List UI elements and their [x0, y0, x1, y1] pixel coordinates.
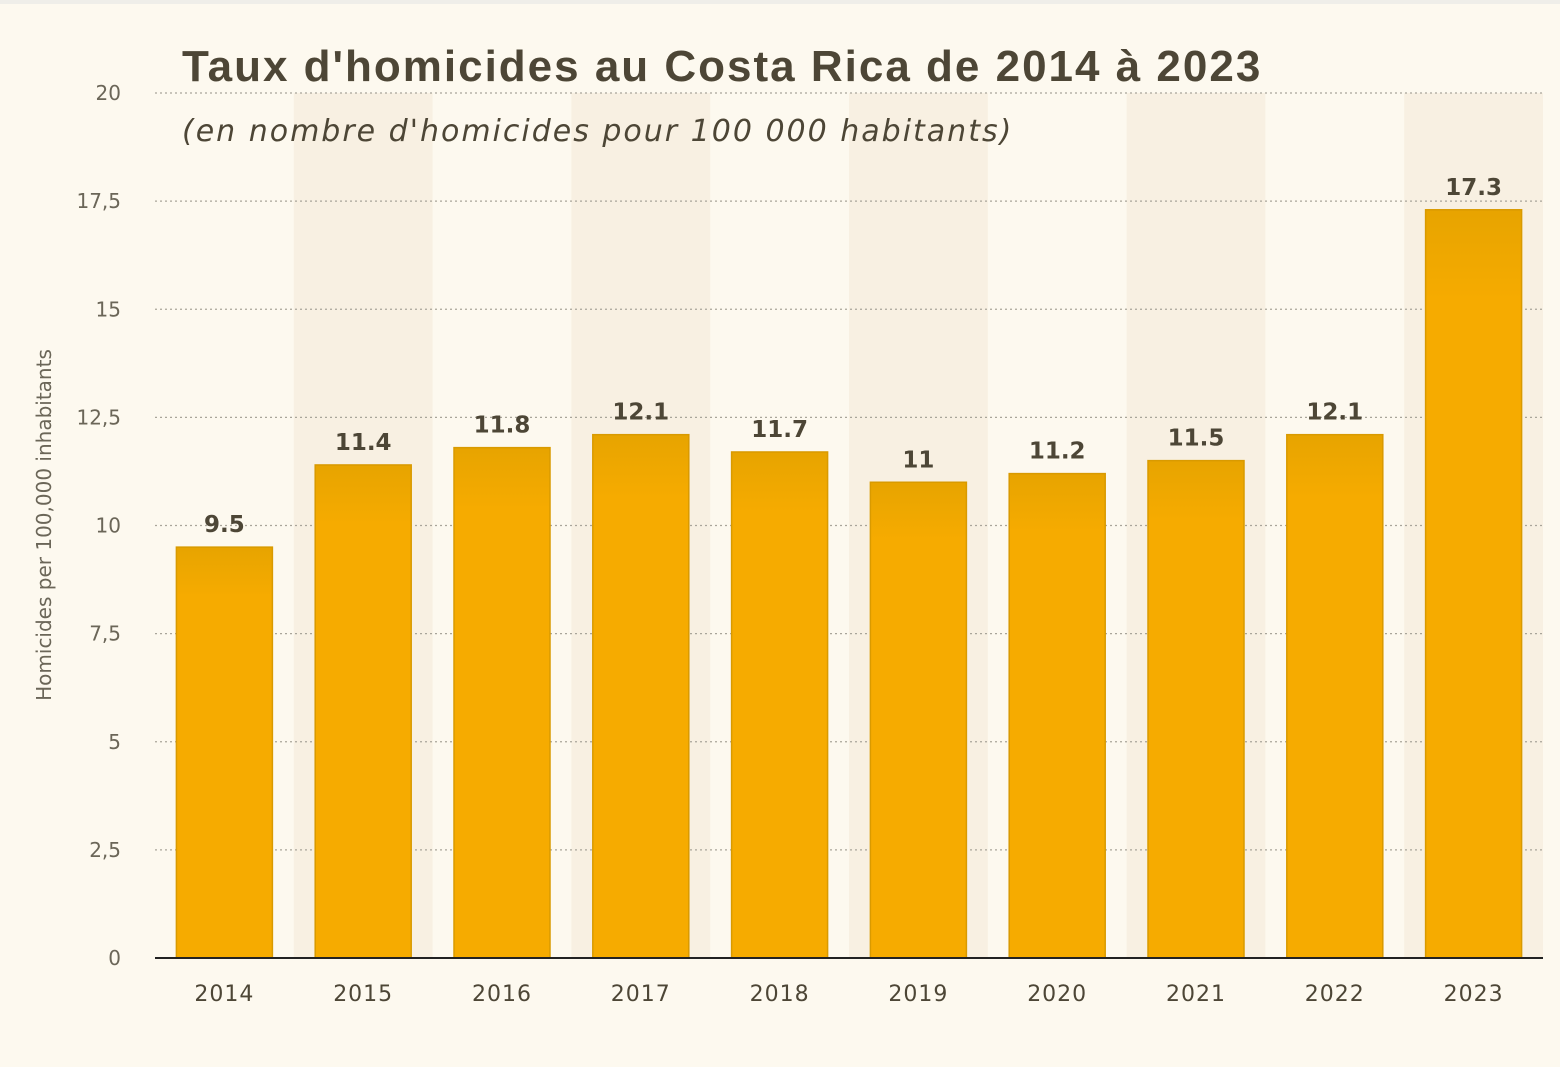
x-tick-label-2018: 2018 — [750, 982, 810, 1007]
bar-2020 — [1008, 472, 1106, 959]
bar-2019 — [869, 481, 968, 959]
x-tick-label-2017: 2017 — [611, 982, 671, 1007]
bar-2016 — [453, 446, 551, 959]
y-tick-label: 0 — [108, 946, 121, 970]
y-tick-label: 7,5 — [89, 622, 121, 646]
bar-2014 — [175, 546, 274, 959]
bar-2017 — [592, 433, 690, 959]
chart-title: Taux d'homicides au Costa Rica de 2014 à… — [182, 42, 1262, 91]
x-tick-label-2014: 2014 — [194, 982, 254, 1007]
y-tick-label: 20 — [96, 81, 121, 105]
y-tick-label: 5 — [108, 730, 121, 754]
chart-subtitle: (en nombre d'homicides pour 100 000 habi… — [182, 114, 1013, 149]
x-tick-label-2019: 2019 — [888, 982, 948, 1007]
x-axis-ticks: 2014 2015 2016 2017 2018 2019 2020 2021 2022 2023 — [194, 982, 1504, 1007]
bar-2021 — [1147, 459, 1245, 959]
bar-2015 — [314, 464, 412, 959]
data-label-2015: 11.4 — [335, 430, 392, 456]
data-label-2018: 11.7 — [751, 417, 808, 443]
data-label-2017: 12.1 — [612, 400, 669, 426]
x-tick-label-2022: 2022 — [1305, 982, 1365, 1007]
y-tick-label: 17,5 — [76, 189, 121, 213]
x-tick-label-2015: 2015 — [333, 982, 393, 1007]
data-label-2021: 11.5 — [1168, 426, 1225, 452]
bar-2022 — [1286, 433, 1384, 959]
x-tick-label-2016: 2016 — [472, 982, 532, 1007]
bar-2018 — [730, 451, 829, 959]
bar-2023 — [1424, 209, 1523, 959]
data-label-2022: 12.1 — [1306, 400, 1363, 426]
data-label-2020: 11.2 — [1029, 439, 1086, 465]
y-tick-label: 15 — [96, 297, 121, 321]
data-labels: 9.5 11.4 11.8 12.1 11.7 11 11.2 11.5 12.1 17.3 — [204, 175, 1502, 538]
data-label-2016: 11.8 — [474, 413, 531, 439]
frame-top-border — [0, 0, 1560, 4]
x-tick-label-2021: 2021 — [1166, 982, 1226, 1007]
data-label-2014: 9.5 — [204, 512, 245, 538]
bars — [175, 209, 1523, 959]
y-tick-label: 2,5 — [89, 838, 121, 862]
x-tick-label-2023: 2023 — [1444, 982, 1504, 1007]
x-tick-label-2020: 2020 — [1027, 982, 1087, 1007]
data-label-2023: 17.3 — [1445, 175, 1502, 201]
y-tick-label: 12,5 — [76, 405, 121, 429]
data-label-2019: 11 — [902, 447, 934, 473]
y-axis-ticks: 0 2,5 5 7,5 10 12,5 15 17,5 20 — [76, 81, 121, 970]
y-tick-label: 10 — [96, 514, 121, 538]
y-axis-label: Homicides per 100,000 inhabitants — [32, 349, 56, 701]
